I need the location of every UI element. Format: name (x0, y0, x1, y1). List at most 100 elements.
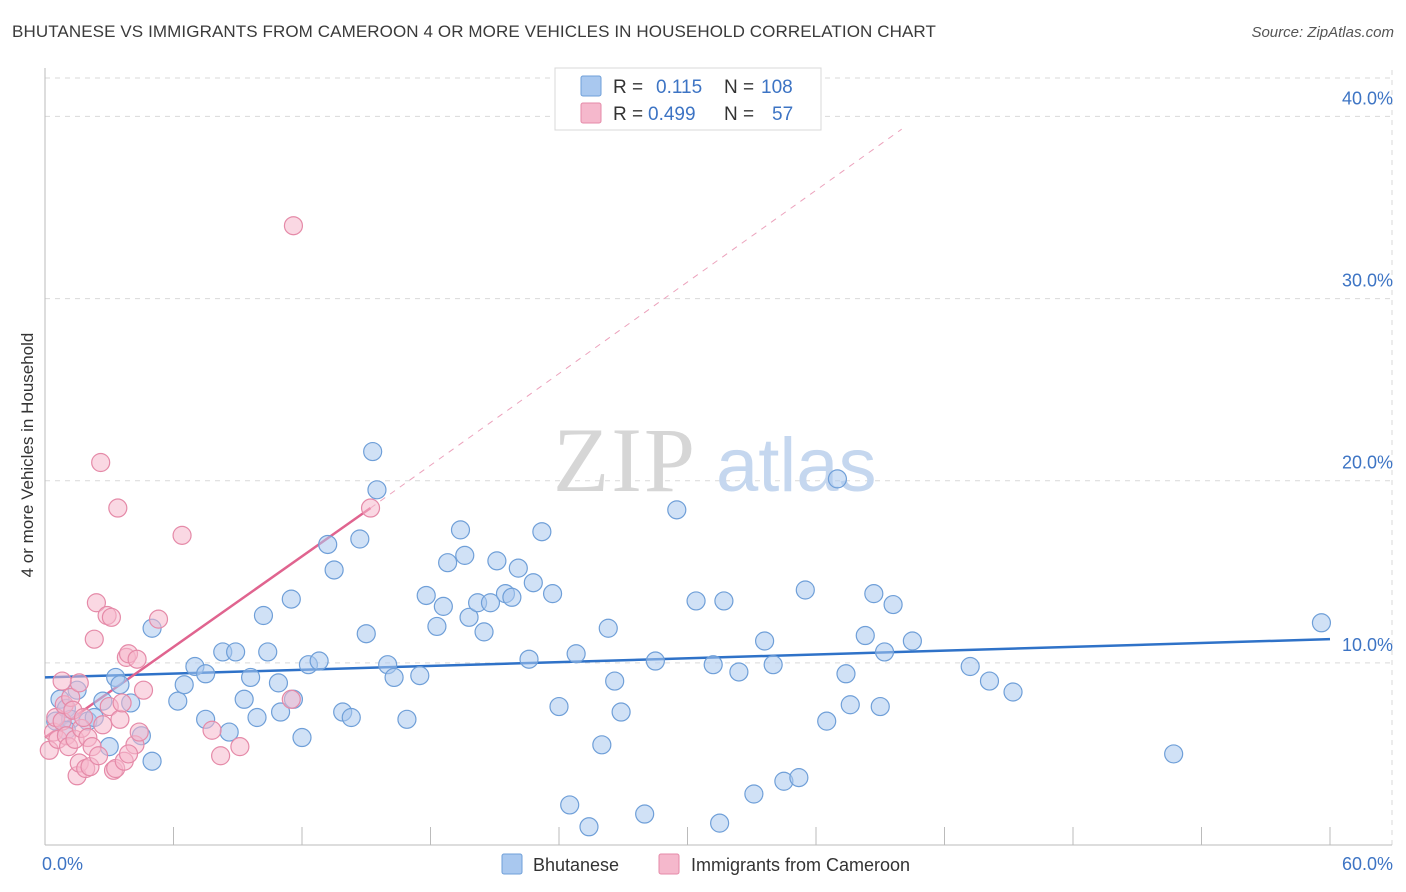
point-bhutanese-41 (356, 624, 376, 644)
point-bhutanese-86 (789, 768, 809, 788)
point-bhutanese-31 (281, 589, 301, 609)
point-bhutanese-29 (268, 673, 289, 693)
point-bhutanese-70 (592, 735, 612, 755)
point-bhutanese-99 (979, 671, 1000, 691)
point-bhutanese-60 (502, 587, 522, 607)
point-cameroon-21 (86, 593, 107, 613)
point-bhutanese-89 (827, 469, 848, 489)
point-bhutanese-40 (350, 529, 370, 549)
chart-title: BHUTANESE VS IMMIGRANTS FROM CAMEROON 4 … (12, 22, 936, 41)
point-bhutanese-84 (763, 655, 783, 675)
point-bhutanese-67 (560, 795, 580, 815)
point-cameroon-47 (52, 671, 72, 691)
point-cameroon-41 (202, 720, 222, 740)
axes (44, 68, 1392, 846)
source-label: Source: ZipAtlas.com (1251, 24, 1394, 41)
series-legend-swatch-cameroon (658, 853, 680, 875)
point-bhutanese-52 (450, 520, 471, 540)
legend-r-value-2: 0.499 (648, 104, 696, 125)
point-bhutanese-16 (168, 691, 188, 711)
point-cameroon-15 (73, 707, 94, 728)
point-bhutanese-91 (840, 695, 860, 715)
watermark-atlas: atlas (716, 423, 877, 508)
watermark: ZIP atlas (553, 409, 877, 511)
point-bhutanese-46 (397, 709, 417, 729)
legend-n-label-2: N = (724, 104, 754, 125)
point-bhutanese-14 (142, 751, 162, 771)
point-bhutanese-69 (579, 817, 599, 837)
series-legend-label-cameroon: Immigrants from Cameroon (691, 855, 910, 875)
point-bhutanese-64 (532, 522, 552, 542)
point-bhutanese-11 (110, 675, 130, 695)
point-bhutanese-25 (241, 667, 261, 688)
point-bhutanese-66 (549, 696, 569, 717)
point-bhutanese-39 (341, 707, 361, 728)
point-bhutanese-24 (234, 689, 254, 709)
point-bhutanese-76 (667, 500, 687, 520)
point-cameroon-45 (283, 216, 304, 236)
point-bhutanese-54 (459, 607, 479, 627)
point-cameroon-13 (69, 673, 89, 693)
data-points (39, 216, 1332, 837)
point-cameroon-37 (129, 722, 149, 742)
point-cameroon-48 (127, 649, 147, 669)
point-bhutanese-28 (258, 642, 278, 662)
point-bhutanese-42 (363, 441, 383, 462)
point-bhutanese-73 (611, 702, 631, 722)
point-cameroon-42 (211, 746, 231, 766)
stats-legend: R = 0.115 N = 108 R = 0.499 N = 57 (554, 67, 822, 131)
point-bhutanese-48 (416, 585, 436, 606)
legend-r-label-2: R = (613, 104, 643, 125)
series-legend-swatch-bhutanese (501, 853, 523, 875)
y-tick-label-30: 30.0% (1342, 271, 1393, 291)
y-tick-label-10: 10.0% (1342, 635, 1393, 655)
point-bhutanese-49 (427, 616, 447, 637)
point-bhutanese-72 (605, 671, 625, 691)
point-bhutanese-79 (710, 813, 730, 833)
point-bhutanese-19 (196, 664, 216, 684)
point-bhutanese-26 (247, 707, 267, 728)
point-bhutanese-77 (686, 591, 706, 611)
point-cameroon-31 (110, 709, 130, 729)
point-bhutanese-100 (1003, 682, 1023, 702)
point-bhutanese-71 (598, 618, 618, 638)
point-bhutanese-102 (1311, 613, 1332, 633)
point-cameroon-22 (88, 746, 109, 766)
trend-extension-cameroon (370, 128, 902, 509)
point-bhutanese-97 (902, 631, 922, 651)
point-bhutanese-98 (960, 656, 980, 677)
point-bhutanese-83 (754, 631, 775, 651)
tick-labels: 10.0% 20.0% 30.0% 40.0% 0.0% 60.0% (42, 88, 1393, 874)
point-bhutanese-65 (542, 584, 563, 604)
legend-r-label-1: R = (613, 77, 643, 98)
series-legend-label-bhutanese: Bhutanese (533, 855, 619, 875)
point-cameroon-30 (108, 498, 128, 518)
legend-n-value-1: 108 (761, 77, 793, 98)
legend-n-label-1: N = (724, 77, 754, 98)
point-cameroon-46 (360, 498, 381, 518)
point-bhutanese-51 (438, 553, 458, 573)
point-cameroon-43 (230, 737, 250, 757)
point-bhutanese-35 (309, 651, 329, 671)
y-tick-label-20: 20.0% (1342, 453, 1393, 473)
y-tick-label-40: 40.0% (1342, 88, 1393, 108)
point-bhutanese-57 (480, 593, 501, 613)
point-bhutanese-61 (508, 558, 528, 578)
point-bhutanese-78 (703, 655, 723, 675)
point-bhutanese-80 (714, 591, 734, 611)
point-cameroon-44 (281, 689, 301, 709)
point-bhutanese-92 (855, 625, 875, 646)
legend-r-value-1: 0.115 (656, 77, 702, 98)
point-bhutanese-94 (870, 696, 890, 717)
point-cameroon-38 (133, 680, 154, 700)
point-bhutanese-56 (474, 622, 494, 642)
point-bhutanese-36 (318, 534, 338, 555)
point-bhutanese-81 (729, 662, 749, 682)
point-bhutanese-47 (410, 666, 430, 686)
watermark-zip: ZIP (553, 409, 697, 511)
point-cameroon-49 (118, 744, 139, 764)
point-cameroon-23 (91, 452, 111, 473)
legend-swatch-cameroon (580, 102, 602, 124)
point-cameroon-32 (112, 693, 132, 713)
point-bhutanese-17 (174, 675, 194, 695)
